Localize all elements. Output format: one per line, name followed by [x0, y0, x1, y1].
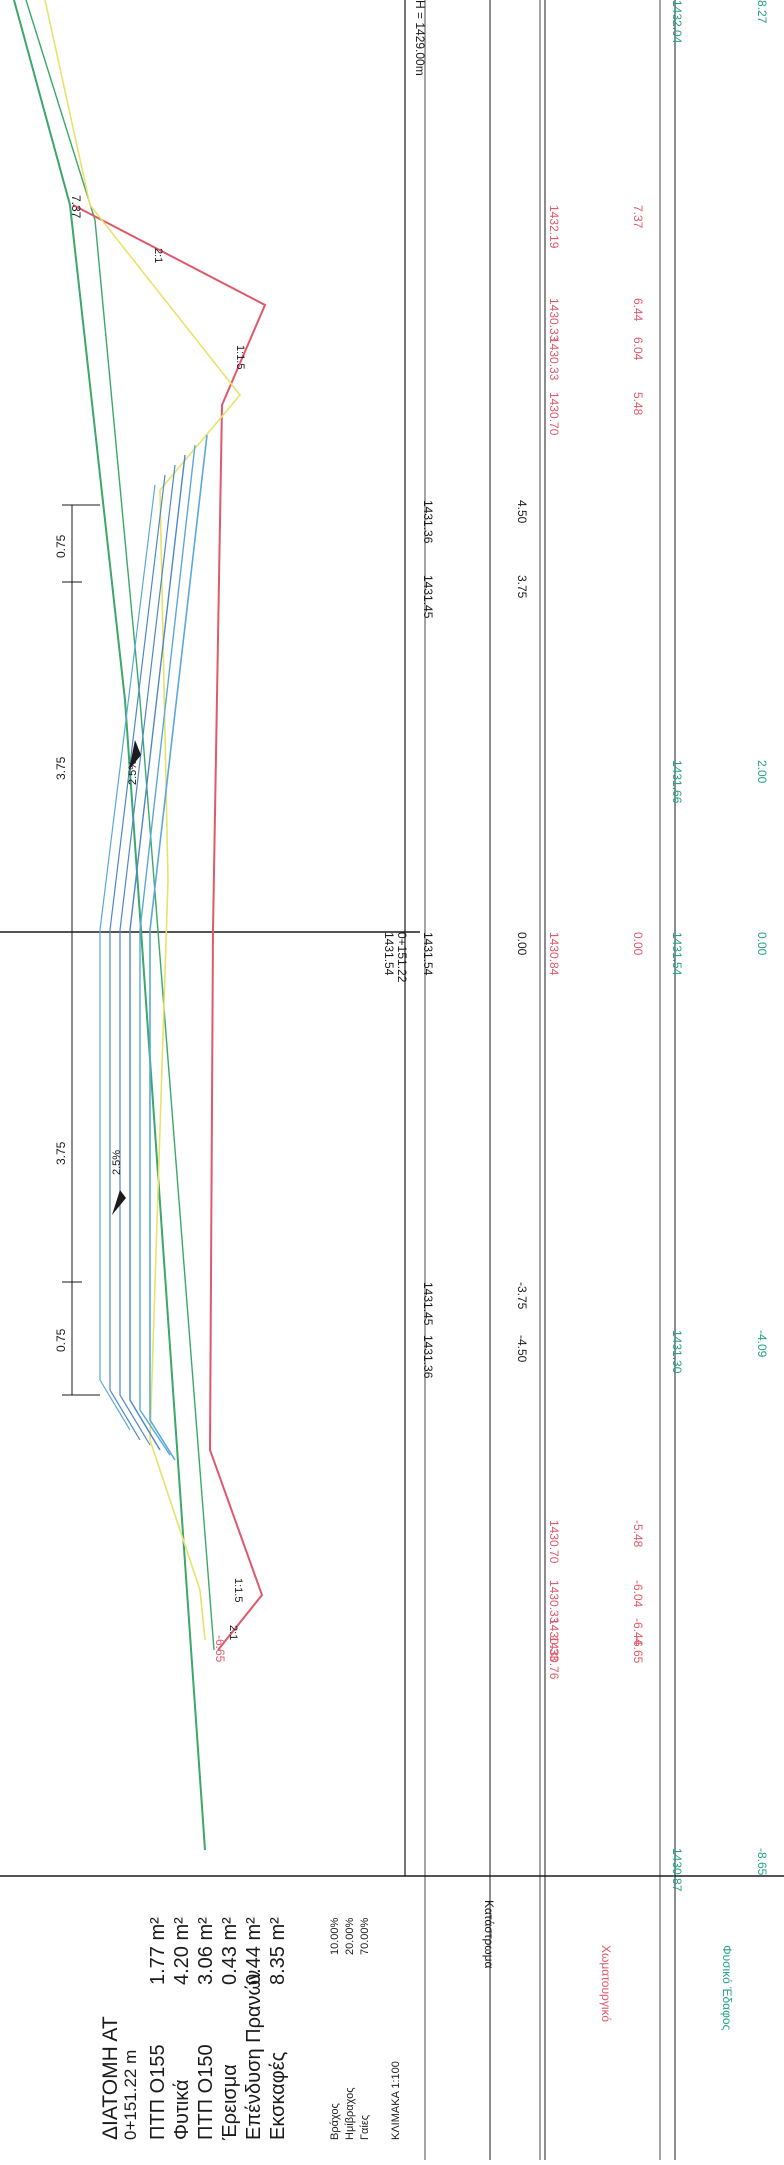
- crossfall-left: 2.5%: [111, 1149, 123, 1175]
- soil-value-semirock: 20.00%: [344, 1917, 356, 1955]
- earth-station-elev: 1430.70: [547, 1520, 561, 1564]
- ground-station-elev: 1430.87: [670, 1848, 684, 1892]
- soil-label-semirock: Ημίβραχος: [344, 2087, 356, 2140]
- section-title: ΔΙΑΤΟΜΗ ΑΤ: [99, 2016, 122, 2140]
- earth-station-offset: 7.37: [631, 205, 645, 229]
- layer-base-2: [139, 444, 196, 1456]
- ground-station-offset: 8.27: [755, 0, 769, 24]
- centerline-chainage: 0+151.22: [395, 932, 409, 983]
- deck-station-elev: 1431.54: [421, 932, 435, 976]
- slope-left-upper: 1:1.5: [232, 1578, 244, 1603]
- qty-value-slope-lining: 0.44 m²: [243, 1917, 265, 1985]
- deck-station-offset: -4.50: [515, 1335, 529, 1363]
- layer-subbase-1: [129, 454, 186, 1451]
- datum-label: H = 1429.00m: [413, 0, 427, 76]
- earth-station-offset: 6.44: [631, 298, 645, 322]
- earth-station-elev: 1430.84: [547, 932, 561, 976]
- qty-label-topsoil: Φυτικά: [171, 2079, 193, 2140]
- edge-label-left: -6.65: [213, 1635, 227, 1663]
- slope-right-lower: 2:1: [152, 248, 164, 264]
- ground-station-elev: 1432.04: [670, 0, 684, 44]
- deck-station-elev: 1431.36: [421, 500, 435, 544]
- ground-station-offset: 2.00: [755, 760, 769, 784]
- ground-station-elev: 1431.54: [670, 932, 684, 976]
- earth-station-elev: 1430.33: [547, 298, 561, 342]
- earth-station-elev: 1430.70: [547, 392, 561, 436]
- centerline-elevation: 1431.54: [382, 932, 396, 976]
- earth-station-offset: 0.00: [631, 932, 645, 956]
- deck-station-elev: 1431.45: [421, 575, 435, 619]
- deck-station-offset: 0.00: [515, 932, 529, 956]
- slope-left-lower: 2:1: [227, 1625, 239, 1641]
- row-name-earthwork: Χωματουργικό: [599, 1945, 613, 2023]
- layer-subbase-2: [119, 464, 176, 1446]
- earth-station-offset: -6.44: [631, 1618, 645, 1646]
- qty-label-ptp150: ΠΤΠ Ο150: [195, 2044, 217, 2140]
- qty-label-excavation: Εκσκαφές: [267, 2051, 289, 2140]
- layer-subbase-3: [109, 474, 166, 1441]
- qty-value-ptp155: 1.77 m²: [147, 1917, 169, 1985]
- soil-label-earth: Γαίες: [359, 2114, 371, 2140]
- earthwork-line: [72, 204, 267, 1651]
- crossfall-arrow-left: [112, 1190, 126, 1215]
- layer-base-1: [149, 434, 208, 1461]
- dim-right-shoulder: 0.75: [54, 534, 68, 558]
- crossfall-arrow-right: [129, 740, 141, 770]
- slope-right-upper: 1:1.5: [234, 345, 246, 370]
- deck-station-offset: -3.75: [515, 1282, 529, 1310]
- ground-station-offset: -8.65: [755, 1848, 769, 1876]
- soil-value-earth: 70.00%: [359, 1917, 371, 1955]
- crossfall-right: 2.5%: [127, 759, 139, 785]
- dim-left-shoulder: 0.75: [54, 1328, 68, 1352]
- qty-value-ptp150: 3.06 m²: [195, 1917, 217, 1985]
- earth-station-offset: 6.04: [631, 337, 645, 361]
- section-chainage: 0+151.22 m: [121, 2049, 140, 2140]
- earth-station-elev: 1430.33: [547, 337, 561, 381]
- soil-value-rock: 10.00%: [329, 1917, 341, 1955]
- earth-station-elev: 1430.33: [547, 1580, 561, 1624]
- qty-value-excavation: 8.35 m²: [267, 1917, 289, 1985]
- earth-station-elev: 1432.19: [547, 205, 561, 249]
- dim-left-lane: 3.75: [54, 1141, 68, 1165]
- dim-right-lane: 3.75: [54, 756, 68, 780]
- scale-label: ΚΛΙΜΑΚΑ 1:100: [390, 2061, 402, 2140]
- layer-top: [99, 484, 156, 1431]
- deck-station-elev: 1431.36: [421, 1335, 435, 1379]
- ground-station-offset: 0.00: [755, 932, 769, 956]
- earth-station-offset: 5.48: [631, 392, 645, 416]
- ground-station-elev: 1431.66: [670, 760, 684, 804]
- row-name-deck: Κατάστρωμα: [482, 1900, 496, 1969]
- deck-station-offset: 4.50: [515, 500, 529, 524]
- earth-station-elev: 1430.33: [547, 1618, 561, 1662]
- row-name-natural: Φυσικό Έδαφος: [720, 1945, 734, 2031]
- qty-label-slope-lining: Επένδυση Πρανών: [243, 1969, 265, 2140]
- natural-ground-line-2: [25, 0, 215, 1651]
- topsoil-line: [44, 0, 242, 1641]
- deck-station-offset: 3.75: [515, 575, 529, 599]
- qty-label-shoulder: Έρεισμα: [219, 2064, 241, 2140]
- deck-station-elev: 1431.45: [421, 1282, 435, 1326]
- ground-station-elev: 1431.30: [670, 1330, 684, 1374]
- qty-value-shoulder: 0.43 m²: [219, 1917, 241, 1985]
- edge-label-right: 7.37: [69, 195, 83, 219]
- natural-ground-line: [13, 0, 206, 1851]
- earth-station-offset: -6.04: [631, 1580, 645, 1608]
- qty-value-topsoil: 4.20 m²: [171, 1917, 193, 1985]
- qty-label-ptp155: ΠΤΠ Ο155: [147, 2044, 169, 2140]
- soil-label-rock: Βράχος: [329, 2103, 341, 2140]
- ground-station-offset: -4.09: [755, 1330, 769, 1358]
- earth-station-offset: -5.48: [631, 1520, 645, 1548]
